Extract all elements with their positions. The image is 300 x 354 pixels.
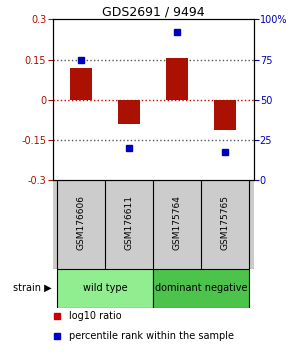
Text: log10 ratio: log10 ratio	[69, 310, 121, 321]
Text: dominant negative: dominant negative	[154, 283, 247, 293]
Title: GDS2691 / 9494: GDS2691 / 9494	[102, 5, 204, 18]
Bar	[153, 269, 249, 308]
Text: strain ▶: strain ▶	[13, 283, 52, 293]
Bar	[118, 99, 140, 124]
Text: percentile rank within the sample: percentile rank within the sample	[69, 331, 234, 341]
Text: GSM175764: GSM175764	[172, 195, 182, 250]
Bar	[57, 269, 153, 308]
Text: GSM175765: GSM175765	[220, 195, 229, 250]
Text: GSM176606: GSM176606	[77, 195, 86, 250]
Text: GSM176611: GSM176611	[124, 195, 134, 250]
Bar	[214, 99, 236, 130]
Text: wild type: wild type	[83, 283, 128, 293]
Bar	[166, 58, 188, 99]
Bar	[70, 68, 92, 99]
